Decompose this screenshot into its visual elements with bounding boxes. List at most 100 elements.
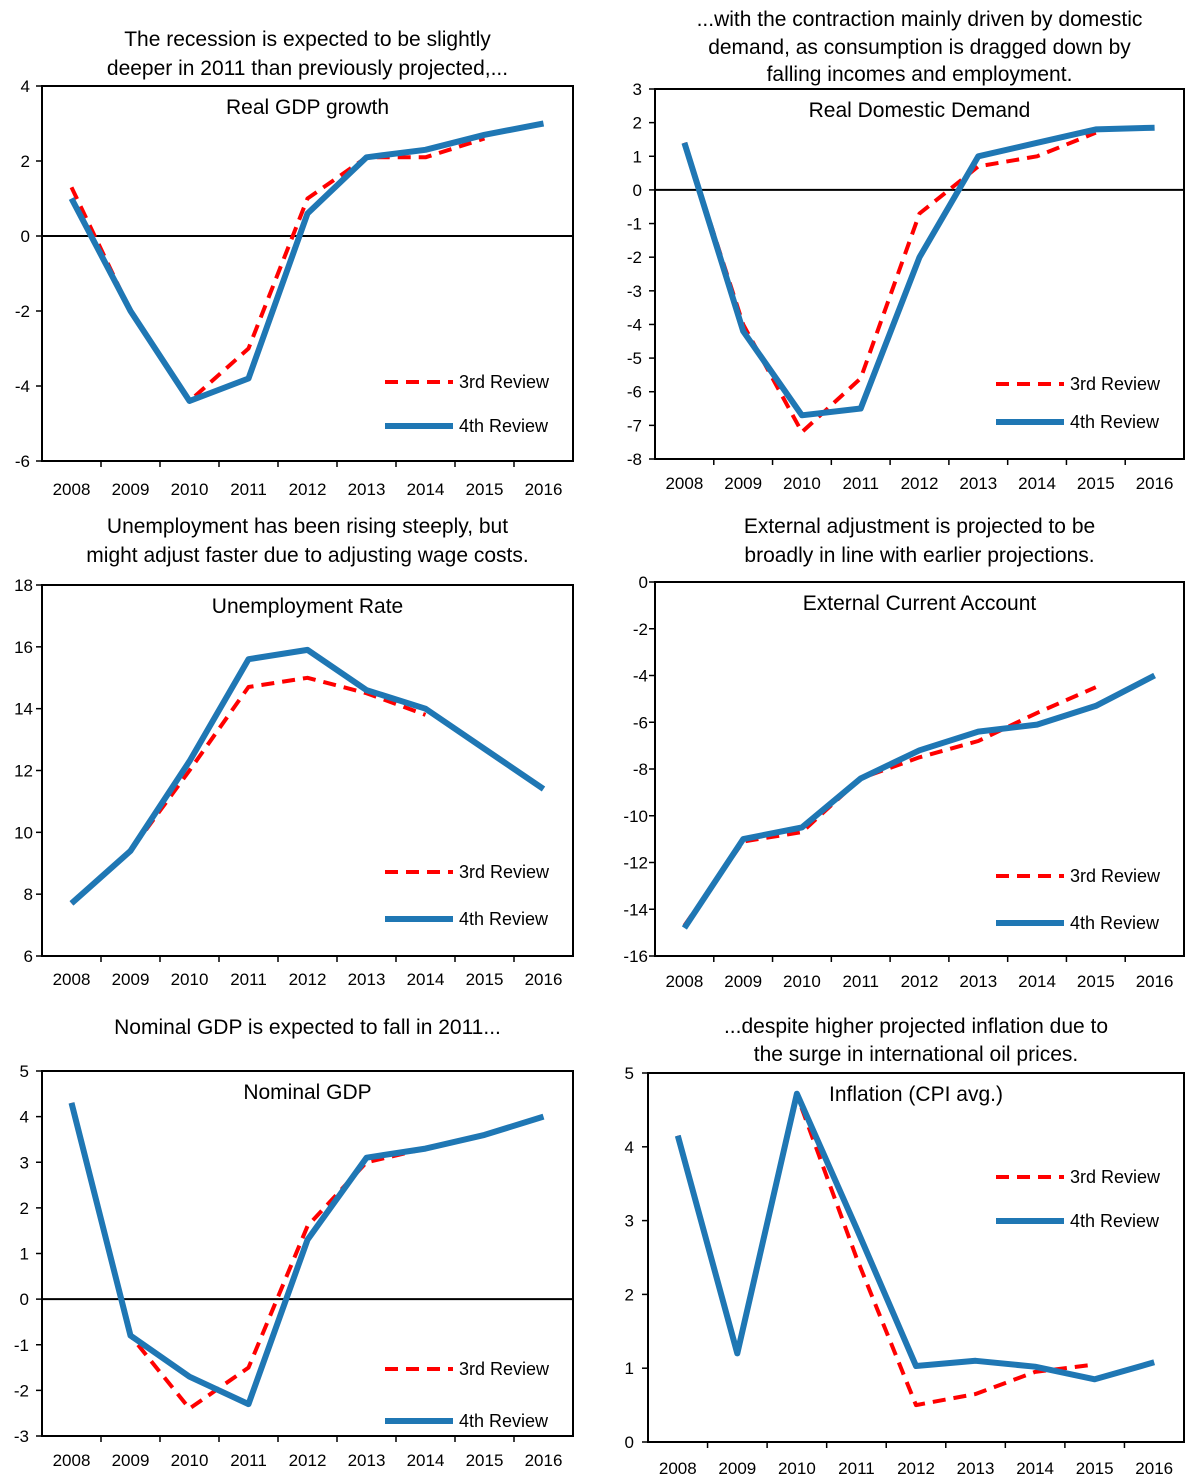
- x-tick-label: 2012: [897, 1459, 935, 1478]
- chart-title: Inflation (CPI avg.): [829, 1083, 1003, 1106]
- legend-label: 3rd Review: [1070, 866, 1161, 886]
- chart-title: Real Domestic Demand: [809, 99, 1031, 122]
- y-tick-label: -3: [14, 1427, 29, 1446]
- chart-heading: ...with the contraction mainly driven by…: [697, 8, 1143, 31]
- chart-heading: the surge in international oil prices.: [754, 1043, 1079, 1066]
- legend-label: 4th Review: [1070, 412, 1160, 432]
- chart-heading: might adjust faster due to adjusting wag…: [86, 544, 528, 567]
- chart-panel: Nominal GDP is expected to fall in 2011.…: [14, 1016, 574, 1470]
- y-tick-label: -6: [633, 713, 648, 732]
- y-tick-label: 0: [21, 227, 30, 246]
- x-tick-label: 2016: [1136, 474, 1174, 493]
- series-line-3rd-review: [70, 675, 427, 905]
- x-tick-label: 2010: [783, 474, 821, 493]
- x-tick-label: 2012: [289, 1451, 327, 1470]
- chart-heading: Nominal GDP is expected to fall in 2011.…: [114, 1016, 501, 1039]
- y-tick-label: 4: [21, 77, 30, 96]
- x-tick-label: 2012: [289, 480, 327, 499]
- y-tick-label: 0: [625, 1433, 634, 1452]
- chart-title: Unemployment Rate: [212, 595, 403, 618]
- x-tick-label: 2011: [230, 1451, 267, 1470]
- y-tick-label: -2: [14, 1381, 29, 1400]
- y-tick-label: -16: [623, 947, 648, 966]
- chart-heading: deeper in 2011 than previously projected…: [107, 57, 508, 80]
- x-tick-label: 2010: [171, 970, 209, 989]
- y-tick-label: -3: [627, 282, 642, 301]
- y-tick-label: 5: [625, 1064, 634, 1083]
- y-tick-label: 4: [625, 1138, 634, 1157]
- x-tick-label: 2015: [466, 480, 504, 499]
- y-tick-label: -2: [633, 620, 648, 639]
- x-tick-label: 2016: [525, 1451, 563, 1470]
- series-line-4th-review: [69, 646, 546, 906]
- y-tick-label: -10: [623, 807, 648, 826]
- legend-label: 3rd Review: [1070, 374, 1161, 394]
- x-tick-label: 2016: [1135, 1459, 1173, 1478]
- x-tick-label: 2013: [957, 1459, 995, 1478]
- y-tick-label: 14: [14, 700, 33, 719]
- x-tick-label: 2014: [1018, 474, 1056, 493]
- x-tick-label: 2013: [348, 1451, 386, 1470]
- x-tick-label: 2016: [1136, 972, 1174, 991]
- series-line-4th-review: [674, 1090, 1156, 1383]
- legend-label: 4th Review: [459, 909, 549, 929]
- y-tick-label: 2: [20, 1199, 29, 1218]
- chart-heading: ...despite higher projected inflation du…: [724, 1015, 1108, 1038]
- series-line-4th-review: [68, 1102, 545, 1408]
- y-tick-label: 1: [20, 1245, 29, 1264]
- y-tick-label: 10: [14, 823, 33, 842]
- legend-label: 3rd Review: [459, 1359, 550, 1379]
- y-tick-label: -8: [627, 450, 642, 469]
- legend-label: 4th Review: [459, 416, 549, 436]
- y-tick-label: -6: [15, 452, 30, 471]
- x-tick-label: 2008: [665, 474, 703, 493]
- x-tick-label: 2013: [959, 474, 997, 493]
- y-tick-label: -1: [14, 1336, 29, 1355]
- legend-label: 3rd Review: [459, 372, 550, 392]
- y-tick-label: 1: [633, 147, 642, 166]
- y-tick-label: 0: [633, 181, 642, 200]
- x-tick-label: 2010: [783, 972, 821, 991]
- x-tick-label: 2016: [525, 480, 563, 499]
- legend-label: 3rd Review: [1070, 1167, 1161, 1187]
- y-tick-label: 3: [20, 1153, 29, 1172]
- y-tick-label: -8: [633, 760, 648, 779]
- series-line-3rd-review: [675, 1093, 1095, 1408]
- chart-title: Nominal GDP: [243, 1081, 371, 1104]
- chart-title: Real GDP growth: [226, 96, 389, 119]
- y-tick-label: -4: [633, 667, 648, 686]
- legend-label: 4th Review: [1070, 913, 1160, 933]
- x-tick-label: 2012: [901, 972, 939, 991]
- y-tick-label: 4: [20, 1108, 29, 1127]
- y-tick-label: 6: [24, 947, 33, 966]
- plot-frame: [41, 584, 574, 957]
- y-tick-label: 12: [14, 762, 33, 781]
- chart-panel: The recession is expected to be slightly…: [15, 28, 574, 499]
- x-tick-label: 2011: [230, 480, 267, 499]
- x-tick-label: 2009: [112, 480, 150, 499]
- x-tick-label: 2011: [838, 1459, 875, 1478]
- x-tick-label: 2009: [112, 1451, 150, 1470]
- x-tick-label: 2011: [842, 972, 879, 991]
- y-tick-label: -4: [15, 377, 30, 396]
- y-tick-label: -7: [627, 416, 642, 435]
- chart-panel: ...despite higher projected inflation du…: [625, 1015, 1185, 1478]
- x-tick-label: 2008: [659, 1459, 697, 1478]
- plot-frame: [654, 88, 1185, 460]
- y-tick-label: 3: [633, 80, 642, 99]
- y-tick-label: -6: [627, 383, 642, 402]
- x-tick-label: 2010: [778, 1459, 816, 1478]
- y-tick-label: 3: [625, 1212, 634, 1231]
- chart-panel: Unemployment has been rising steeply, bu…: [14, 515, 574, 989]
- y-tick-label: 18: [14, 576, 33, 595]
- series-line-4th-review: [681, 672, 1156, 930]
- y-tick-label: 1: [625, 1359, 634, 1378]
- x-tick-label: 2013: [348, 480, 386, 499]
- y-tick-label: 2: [625, 1285, 634, 1304]
- y-tick-label: -2: [15, 302, 30, 321]
- chart-heading: Unemployment has been rising steeply, bu…: [107, 515, 508, 538]
- y-tick-label: -2: [627, 248, 642, 267]
- legend-label: 3rd Review: [459, 862, 550, 882]
- chart-heading: falling incomes and employment.: [767, 63, 1073, 86]
